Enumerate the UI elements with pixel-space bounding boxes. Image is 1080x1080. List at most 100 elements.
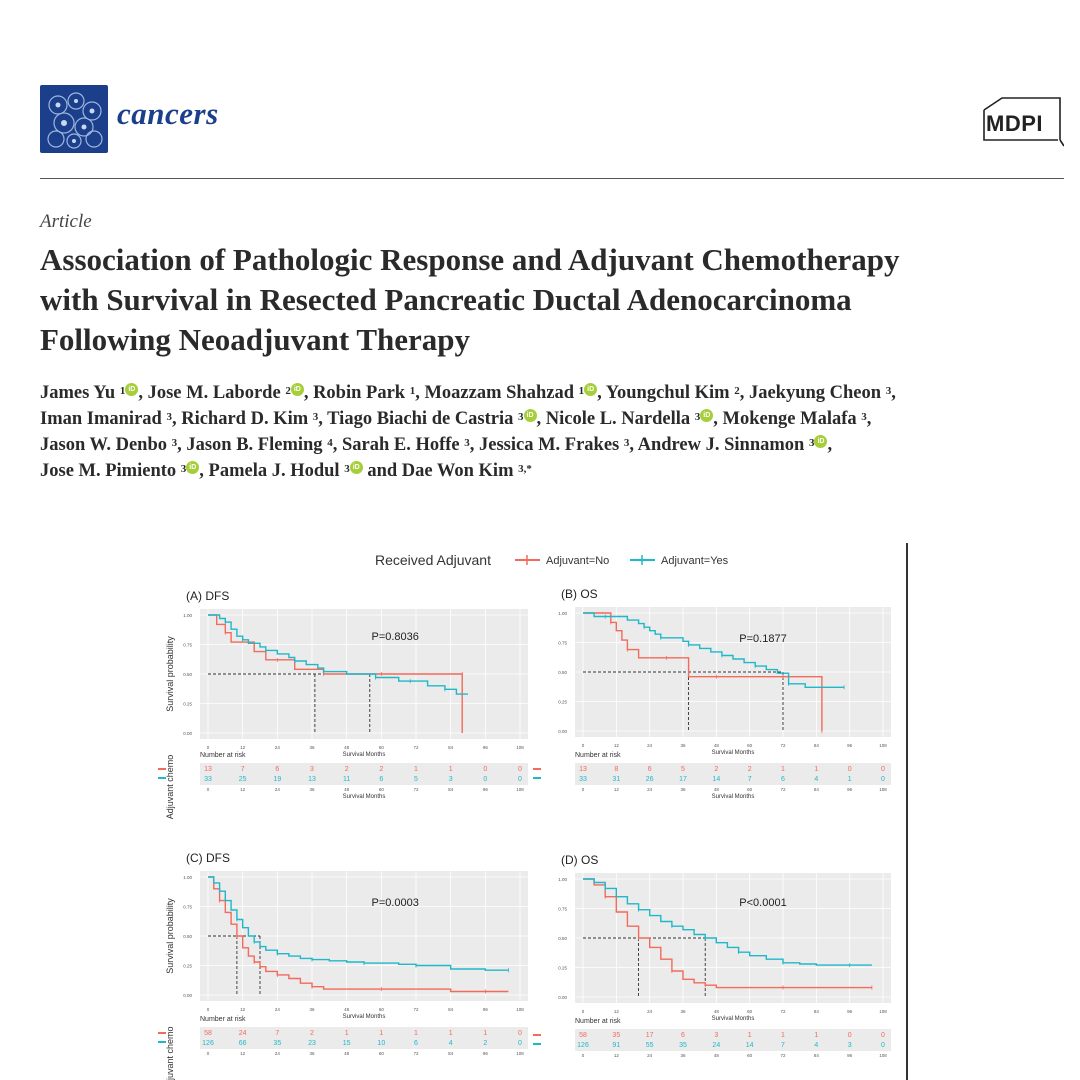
journal-name[interactable]: cancers: [117, 96, 219, 131]
risk-count-yes: 23: [308, 1040, 316, 1047]
risk-table-background: [575, 1029, 891, 1051]
y-tick-label: 1.00: [558, 877, 567, 882]
risk-x-tick: 72: [413, 1051, 419, 1056]
x-tick-label: 60: [379, 745, 385, 750]
x-tick-label: 96: [483, 1007, 489, 1012]
risk-count-no: 0: [881, 1032, 885, 1039]
risk-x-tick: 12: [240, 1051, 246, 1056]
author-text: , Pamela J. Hodul: [199, 461, 345, 481]
orcid-icon[interactable]: iD: [523, 409, 537, 422]
x-tick-label: 24: [275, 745, 281, 750]
risk-count-no: 0: [881, 766, 885, 773]
affiliation-mark: 1: [409, 385, 416, 397]
risk-count-no: 1: [379, 1030, 383, 1037]
survival-curve-no: [208, 614, 463, 733]
orcid-icon[interactable]: iD: [290, 383, 304, 396]
figure-border: [906, 543, 908, 1080]
author-text: ,: [866, 409, 872, 429]
survival-curve-no: [583, 878, 872, 989]
risk-x-tick: 84: [448, 1051, 454, 1056]
risk-count-yes: 6: [414, 1040, 418, 1047]
p-value: P=0.1877: [739, 633, 786, 645]
x-tick-label: 48: [344, 745, 350, 750]
x-tick-label: 12: [614, 1009, 620, 1014]
risk-count-no: 13: [579, 766, 587, 773]
orcid-icon[interactable]: iD: [349, 461, 363, 474]
risk-count-yes: 6: [379, 776, 383, 783]
risk-count-yes: 17: [679, 776, 687, 783]
x-tick-label: 0: [582, 1009, 585, 1014]
author-text: , Mokenge Malafa: [713, 409, 862, 429]
risk-count-no: 2: [345, 766, 349, 773]
x-tick-label: 84: [814, 1009, 820, 1014]
x-tick-label: 96: [483, 745, 489, 750]
risk-count-yes: 24: [712, 1042, 720, 1049]
risk-x-tick: 48: [714, 787, 720, 792]
y-tick-label: 0.00: [183, 731, 192, 736]
risk-count-no: 17: [646, 1032, 654, 1039]
x-tick-label: 0: [582, 743, 585, 748]
risk-count-yes: 33: [204, 776, 212, 783]
risk-count-no: 1: [748, 1032, 752, 1039]
legend-label: Adjuvant=Yes: [661, 555, 729, 567]
orcid-icon[interactable]: iD: [125, 383, 139, 396]
risk-x-tick: 108: [516, 1051, 524, 1056]
author-text: , Andrew J. Sinnamon: [629, 435, 809, 455]
risk-count-yes: 126: [202, 1040, 214, 1047]
affiliation-mark: 3,*: [518, 463, 532, 475]
y-tick-label: 0.50: [558, 670, 567, 675]
author-text: , Jaekyung Cheon: [739, 383, 886, 403]
risk-count-no: 35: [612, 1032, 620, 1039]
y-tick-label: 0.25: [558, 700, 567, 705]
affiliation-mark: 2: [734, 385, 740, 397]
risk-count-yes: 11: [343, 776, 350, 783]
publisher-logo[interactable]: [980, 96, 1064, 148]
x-tick-label: 36: [680, 1009, 686, 1014]
risk-count-yes: 26: [646, 776, 654, 783]
y-tick-label: 0.00: [558, 729, 567, 734]
affiliation-mark: 4: [327, 437, 333, 449]
risk-x-tick: 108: [879, 787, 887, 792]
affiliation-mark: 1: [119, 385, 126, 397]
y-tick-label: 0.50: [183, 672, 192, 677]
x-tick-label: 48: [344, 1007, 350, 1012]
publisher-name: MDPI: [986, 111, 1043, 136]
orcid-icon[interactable]: iD: [186, 461, 200, 474]
risk-count-yes: 7: [748, 776, 752, 783]
author-text: , Youngchul Kim: [597, 383, 735, 403]
risk-x-tick: 84: [448, 787, 454, 792]
risk-count-yes: 33: [579, 776, 587, 783]
orcid-icon[interactable]: iD: [584, 383, 598, 396]
risk-x-tick: 72: [780, 1053, 786, 1058]
orcid-icon[interactable]: iD: [700, 409, 714, 422]
author-line: James Yu 1 iD, Jose M. Laborde 2 iD, Robin…: [40, 380, 1080, 406]
x-tick-label: 12: [614, 743, 620, 748]
orcid-icon[interactable]: iD: [814, 435, 828, 448]
legend-title: Received Adjuvant: [375, 552, 491, 568]
survival-figure: Received Adjuvant Adjuvant=No Adjuvant=Yes…: [158, 552, 891, 1080]
risk-count-no: 0: [483, 766, 487, 773]
author-text: ,: [891, 383, 896, 403]
risk-count-no: 58: [204, 1030, 212, 1037]
risk-count-yes: 7: [781, 1042, 785, 1049]
risk-table-background: [575, 763, 891, 785]
risk-x-tick: 0: [582, 787, 585, 792]
survival-curve-yes: [583, 878, 872, 966]
risk-count-no: 2: [714, 766, 718, 773]
risk-table-title: Number at risk: [200, 1016, 246, 1023]
title-line: Following Neoadjuvant Therapy: [40, 322, 471, 357]
risk-count-no: 1: [814, 766, 818, 773]
x-tick-label: 24: [647, 1009, 653, 1014]
risk-count-yes: 66: [239, 1040, 247, 1047]
risk-count-no: 2: [310, 1030, 314, 1037]
title-line: with Survival in Resected Pancreatic Duc…: [40, 282, 852, 317]
x-tick-label: 72: [413, 1007, 419, 1012]
risk-count-no: 1: [345, 1030, 349, 1037]
risk-count-yes: 0: [518, 1040, 522, 1047]
cells-icon: [47, 92, 103, 149]
risk-count-yes: 19: [273, 776, 281, 783]
y-tick-label: 0.25: [183, 964, 192, 969]
affiliation-mark: 3: [861, 411, 867, 423]
article-type: Article: [40, 211, 92, 232]
y-tick-label: 0.75: [558, 907, 567, 912]
